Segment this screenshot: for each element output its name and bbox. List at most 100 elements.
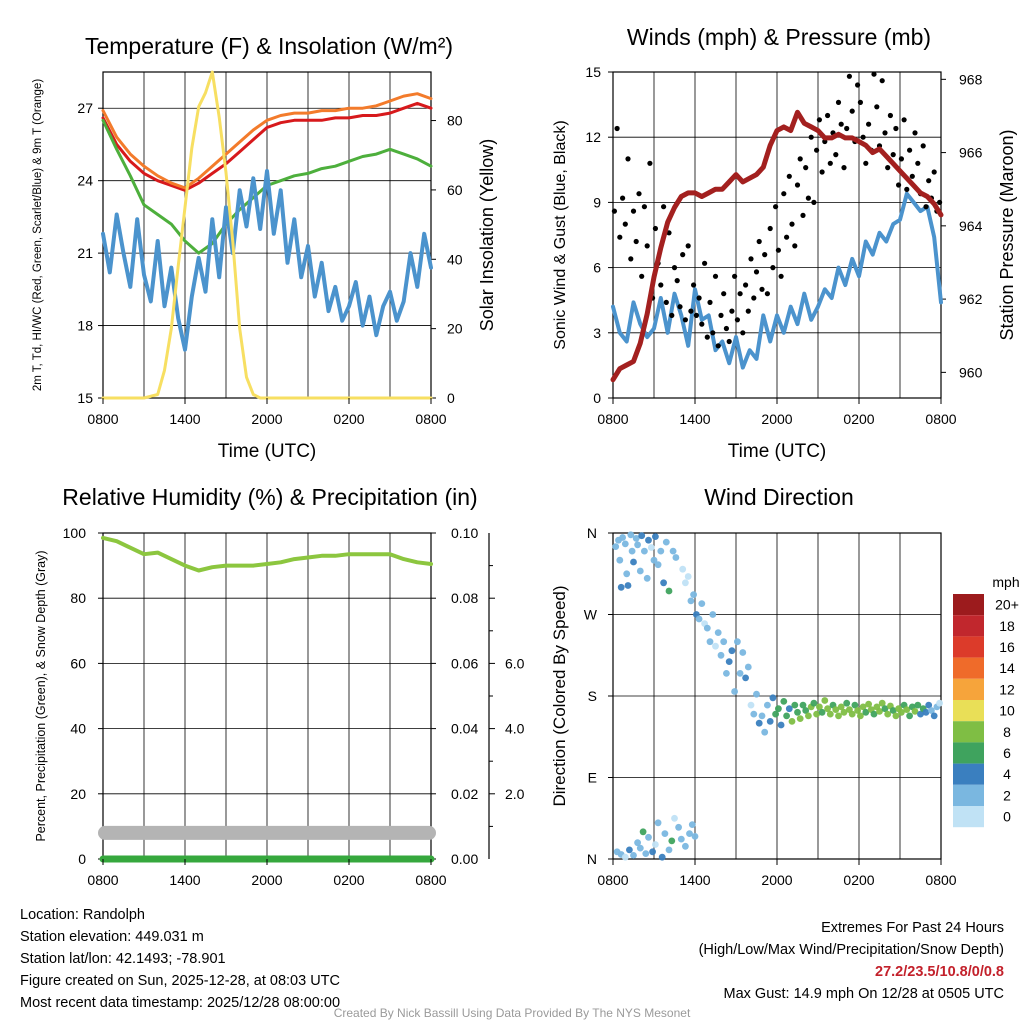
series-line-9m-t [101,92,433,190]
y-axis-label: 2m T, Td, HI/WC (Red, Green, Scarlet/Blu… [32,79,44,391]
x-tick-label: 1400 [679,872,710,888]
direction-point [799,701,807,709]
direction-point [906,712,913,720]
direction-point [626,846,633,854]
gust-point [737,291,743,297]
gust-point [715,343,721,349]
y-axis-label: Percent, Precipitation (Green), & Snow D… [34,550,48,841]
legend-swatch [953,700,984,722]
direction-point [734,638,741,646]
gust-point [803,165,809,171]
direction-point [813,710,820,718]
gust-point [740,330,746,336]
legend-swatch [953,721,984,743]
y-tick-label: N [587,525,597,541]
y-tick-label: W [584,607,598,623]
direction-point [668,837,676,845]
direction-point [859,703,867,711]
gust-point [647,160,653,166]
gust-point [915,160,921,166]
direction-point [641,547,648,555]
series-line-relative-humidity [101,535,433,573]
direction-point [824,705,831,713]
x-tick-label: 0800 [925,872,956,888]
y2-tick-label: 40 [447,251,463,267]
gust-point [800,212,806,218]
series-line-solar-insolation [101,70,433,400]
gust-point [614,125,620,132]
gust-point [901,117,907,123]
direction-point [675,823,682,831]
legend-label: 12 [999,681,1015,697]
gust-point [863,160,869,166]
gust-point [663,299,669,305]
gust-point [674,278,680,284]
x-tick-label: 0200 [843,411,874,427]
direction-point [652,841,659,848]
gust-point [677,304,683,310]
direction-point [802,707,810,714]
x-tick-label: 0200 [333,872,364,888]
direction-point [624,582,632,589]
direction-point [654,819,662,827]
gust-point [871,71,877,77]
station-elevation: Station elevation: 449.031 m [20,929,204,945]
gust-point [704,334,710,340]
direction-point [684,573,692,580]
gust-point [759,286,765,292]
extremes-block: Extremes For Past 24 Hours (High/Low/Max… [699,917,1004,1005]
gust-point [846,73,853,79]
direction-point [695,615,703,623]
gust-point [630,208,637,214]
y-tick-label: 3 [593,325,601,341]
gust-point [764,291,771,297]
gust-point [691,282,697,288]
x-tick-label: 1400 [679,411,710,427]
legend-label: 4 [1003,766,1011,782]
y-tick-label: 9 [593,194,601,210]
legend-swatch [953,678,984,700]
gust-point [926,178,932,184]
direction-point [657,547,665,555]
y-axis-label: Sonic Wind & Gust (Blue, Black) [552,120,569,349]
direction-point [661,830,669,837]
gust-point [770,265,776,271]
direction-point [791,701,799,709]
direction-point [837,703,845,711]
temperature-panel: Temperature (F) & Insolation (W/m²) 15 18 2… [32,33,497,462]
legend-label: 10 [999,703,1015,719]
gust-point [855,82,861,88]
figure-created: Figure created on Sun, 2025-12-28, at 08… [20,973,340,989]
direction-point [628,547,636,555]
direction-point [821,697,829,704]
direction-point [775,705,782,713]
gust-point [882,130,888,136]
direction-point [788,718,796,725]
gust-point [896,182,902,188]
direction-point [758,712,766,720]
direction-point [671,814,678,822]
direction-point [621,540,629,548]
direction-point [911,708,919,715]
x-tick-label: 2000 [251,872,282,888]
y2-tick-label: 0.02 [451,786,478,802]
direction-point [785,705,793,713]
direction-point [780,698,788,705]
direction-point [686,830,693,837]
direction-point [634,541,641,549]
legend-label: 8 [1003,724,1011,740]
direction-point [660,579,667,587]
max-gust: Max Gust: 14.9 mph On 12/28 at 0505 UTC [723,986,1004,1002]
direction-point [840,708,848,716]
humidity-title: Relative Humidity (%) & Precipitation (i… [62,484,477,510]
direction-point [639,828,647,836]
y-tick-label: 27 [77,100,93,116]
direction-point [630,852,637,859]
y2-tick-label: 0.10 [451,525,478,541]
direction-point [712,642,719,650]
direction-point [662,538,670,546]
direction-point [851,701,859,709]
direction-point [832,706,840,713]
gust-point [611,208,618,214]
y2-tick-label: 0.06 [451,655,478,671]
